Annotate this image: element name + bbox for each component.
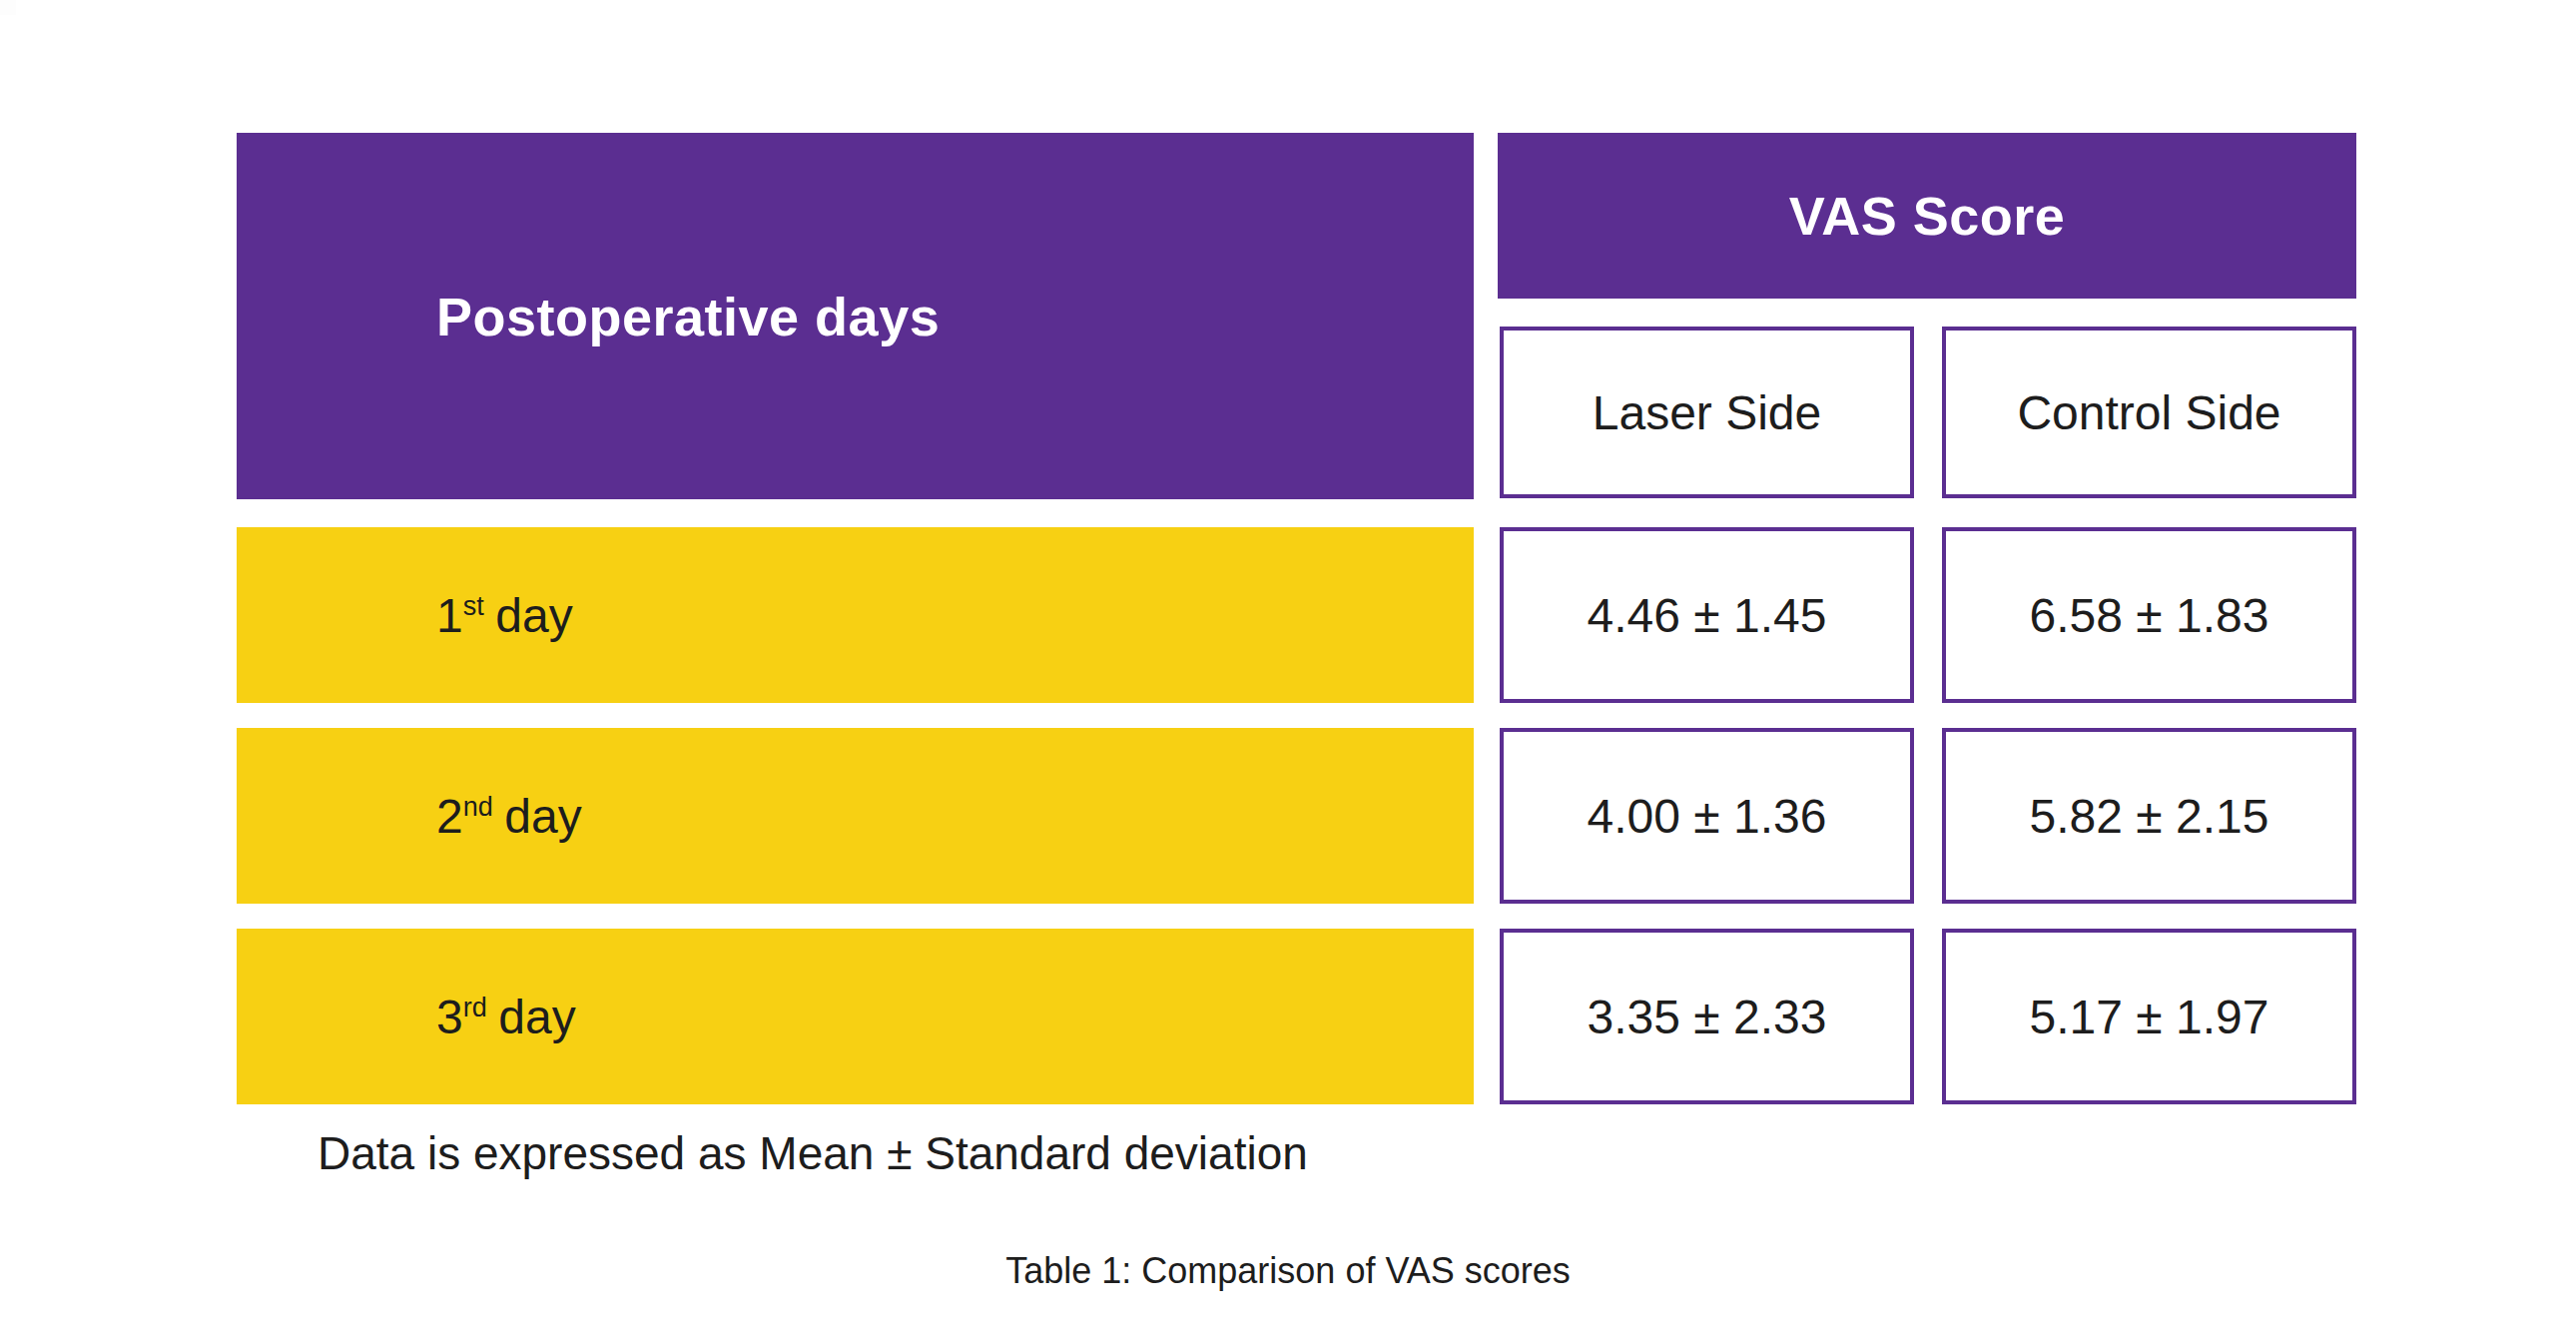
corner-artifact: [0, 0, 16, 15]
header-vas-score: VAS Score: [1498, 133, 2356, 299]
day-1-number: 1: [436, 589, 463, 642]
cell-laser-day-2: 4.00 ± 1.36: [1500, 728, 1914, 904]
subheader-laser-side-label: Laser Side: [1593, 385, 1821, 440]
header-postoperative-days: Postoperative days: [237, 133, 1474, 499]
day-2-word: day: [504, 790, 581, 843]
day-2-number: 2: [436, 790, 463, 843]
day-1-label: 1stday: [436, 588, 573, 643]
row-label-day-1: 1stday: [237, 527, 1474, 703]
day-3-ordinal-suffix: rd: [463, 993, 487, 1022]
cell-control-day-1: 6.58 ± 1.83: [1942, 527, 2356, 703]
day-1-word: day: [495, 589, 572, 642]
cell-laser-day-1-value: 4.46 ± 1.45: [1588, 588, 1827, 643]
header-postoperative-days-label: Postoperative days: [436, 286, 940, 347]
caption: Table 1: Comparison of VAS scores: [0, 1250, 2576, 1292]
day-3-word: day: [498, 991, 575, 1043]
day-2-ordinal-suffix: nd: [463, 792, 493, 822]
cell-laser-day-2-value: 4.00 ± 1.36: [1588, 789, 1827, 844]
cell-control-day-2-value: 5.82 ± 2.15: [2030, 789, 2269, 844]
row-label-day-2: 2ndday: [237, 728, 1474, 904]
vas-score-table-figure: Postoperative days VAS Score Laser Side …: [0, 0, 2576, 1344]
cell-laser-day-3-value: 3.35 ± 2.33: [1588, 990, 1827, 1044]
cell-laser-day-1: 4.46 ± 1.45: [1500, 527, 1914, 703]
subheader-laser-side: Laser Side: [1500, 327, 1914, 498]
row-label-day-3: 3rdday: [237, 929, 1474, 1104]
day-3-number: 3: [436, 991, 463, 1043]
header-vas-score-label: VAS Score: [1789, 185, 2066, 247]
subheader-control-side: Control Side: [1942, 327, 2356, 498]
cell-control-day-3: 5.17 ± 1.97: [1942, 929, 2356, 1104]
day-3-label: 3rdday: [436, 990, 576, 1044]
subheader-control-side-label: Control Side: [2017, 385, 2280, 440]
cell-control-day-2: 5.82 ± 2.15: [1942, 728, 2356, 904]
day-1-ordinal-suffix: st: [463, 591, 484, 621]
cell-laser-day-3: 3.35 ± 2.33: [1500, 929, 1914, 1104]
footnote: Data is expressed as Mean ± Standard dev…: [318, 1126, 1308, 1180]
cell-control-day-3-value: 5.17 ± 1.97: [2030, 990, 2269, 1044]
cell-control-day-1-value: 6.58 ± 1.83: [2030, 588, 2269, 643]
day-2-label: 2ndday: [436, 789, 582, 844]
